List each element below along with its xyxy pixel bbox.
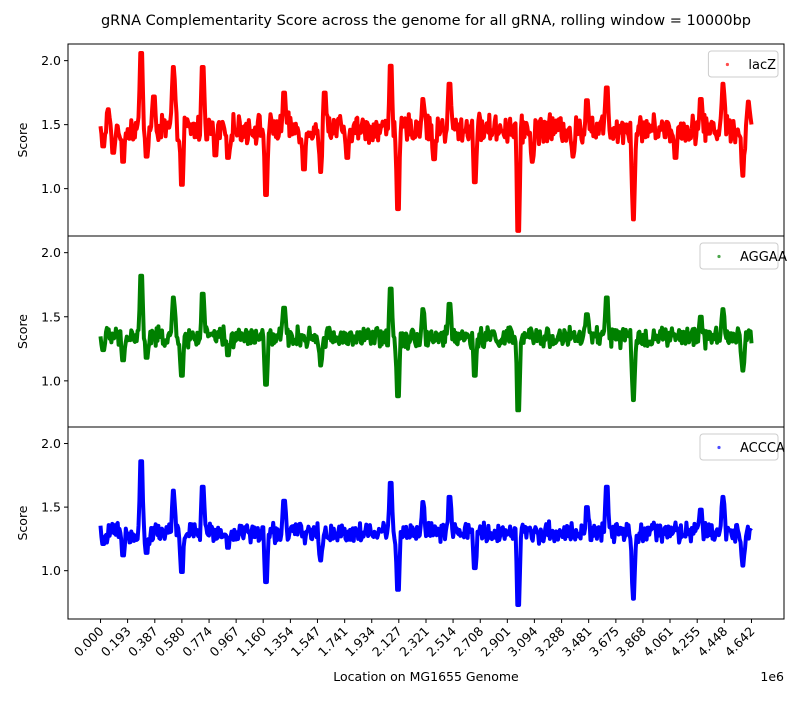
y-tick-label: 2.0 [41,245,61,260]
panel-3: ACCCA 1.0 1.5 2.0 Score [15,426,785,620]
panels: lacZ1.01.52.0ScoreAGGAA1.01.52.0ScoreACC… [15,43,787,620]
series-accca-line [98,459,753,607]
x-axis: 0.0000.1930.3870.5800.7740.9671.1601.354… [71,619,758,659]
y-tick-label: 1.5 [41,117,61,132]
legend-box [699,242,779,270]
x-tick-label: 2.708 [450,623,486,659]
y-tick-label: 2.0 [41,53,61,68]
x-tick-label: 0.967 [206,624,242,660]
legend-label: lacZ [748,58,776,73]
legend-box [707,50,779,78]
panel-1: lacZ 1.0 1.5 2.0 Score [15,43,785,237]
legend-label: AGGAA [740,250,787,265]
x-tick-label: 0.774 [179,623,215,659]
x-tick-label: 1.354 [261,623,297,659]
x-tick-label: 1.741 [315,624,351,660]
y-axis-label: Score [15,122,30,157]
legend: ACCCA [699,433,785,461]
x-tick-label: 3.868 [613,623,649,659]
x-tick-label: 1.547 [288,624,324,660]
chart-title: gRNA Complementarity Score across the ge… [101,13,751,29]
y-tick-label: 1.5 [41,309,61,324]
x-tick-label: 4.061 [640,624,676,660]
y-tick-label: 1.0 [41,181,61,196]
legend-label: ACCCA [740,441,785,456]
x-tick-label: 0.193 [98,624,134,660]
y-tick-label: 1.0 [41,373,61,388]
x-tick-label: 1.934 [342,623,378,659]
series-lacz-line [98,51,754,233]
x-tick-label: 0.000 [71,623,107,659]
x-tick-label: 4.448 [694,623,730,659]
x-tick-label: 3.481 [559,624,595,660]
series-aggaa-line [98,273,754,413]
legend-marker [717,254,721,259]
x-tick-label: 3.094 [505,623,541,659]
x-tick-label: 2.514 [423,623,459,659]
x-tick-label: 3.675 [586,624,622,660]
y-tick-label: 2.0 [41,436,61,451]
x-tick-label: 4.642 [722,624,758,660]
panel-2: AGGAA 1.0 1.5 2.0 Score [15,235,787,428]
x-axis-label: Location on MG1655 Genome [333,669,519,684]
x-tick-label: 2.127 [369,624,405,660]
x-tick-label: 2.321 [396,624,432,660]
y-tick-label: 1.5 [41,500,61,515]
y-axis-label: Score [15,314,30,349]
x-tick-label: 3.288 [532,623,568,659]
y-axis-label: Score [15,505,30,540]
legend-marker [717,445,721,450]
x-tick-label: 0.387 [125,624,161,660]
legend: AGGAA [699,242,787,270]
x-tick-label: 2.901 [478,624,514,660]
x-tick-label: 1.160 [233,623,269,659]
y-tick-label: 1.0 [41,563,61,578]
legend: lacZ [707,50,779,78]
x-tick-label: 0.580 [152,623,188,659]
x-tick-label: 4.255 [667,624,703,660]
legend-box [699,433,779,461]
x-axis-offset-label: 1e6 [760,669,784,684]
legend-marker [725,62,730,67]
